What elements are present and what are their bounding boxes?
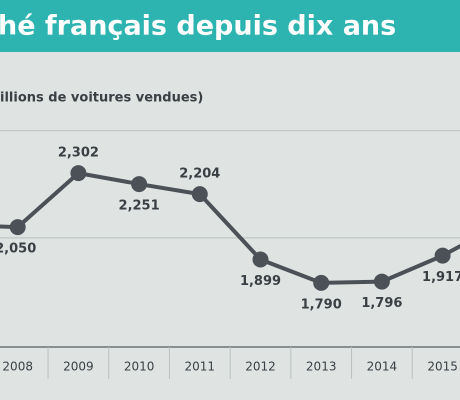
data-label: 2,251 xyxy=(119,199,160,214)
data-label: 1,899 xyxy=(240,274,281,289)
point xyxy=(9,219,26,236)
x-tick-label: 2015 xyxy=(427,360,458,374)
point xyxy=(70,165,87,182)
x-tick-label: 2013 xyxy=(306,360,337,374)
data-label: 1,917 xyxy=(422,270,460,285)
x-tick-label: 2014 xyxy=(367,360,398,374)
data-label: 1,796 xyxy=(361,296,402,311)
x-tick-label: 2009 xyxy=(63,360,94,374)
point xyxy=(373,273,390,290)
chart-subtitle: illions de voitures vendues) xyxy=(0,91,203,106)
data-label: 2,050 xyxy=(0,242,36,257)
line xyxy=(0,171,460,285)
point xyxy=(313,274,330,291)
data-label: 1,790 xyxy=(301,297,342,312)
x-tick-label: 2012 xyxy=(245,360,276,374)
header-band xyxy=(0,0,460,52)
x-tick-label: 2010 xyxy=(124,360,155,374)
x-tick-label: 2011 xyxy=(185,360,216,374)
data-label: 2,302 xyxy=(58,146,99,161)
x-tick-label: 2008 xyxy=(2,360,33,374)
data-label: 2,204 xyxy=(179,167,220,182)
point xyxy=(434,247,451,264)
chart-title: hé français depuis dix ans xyxy=(0,11,396,42)
point xyxy=(252,251,269,268)
point xyxy=(191,186,208,203)
point xyxy=(131,176,148,193)
